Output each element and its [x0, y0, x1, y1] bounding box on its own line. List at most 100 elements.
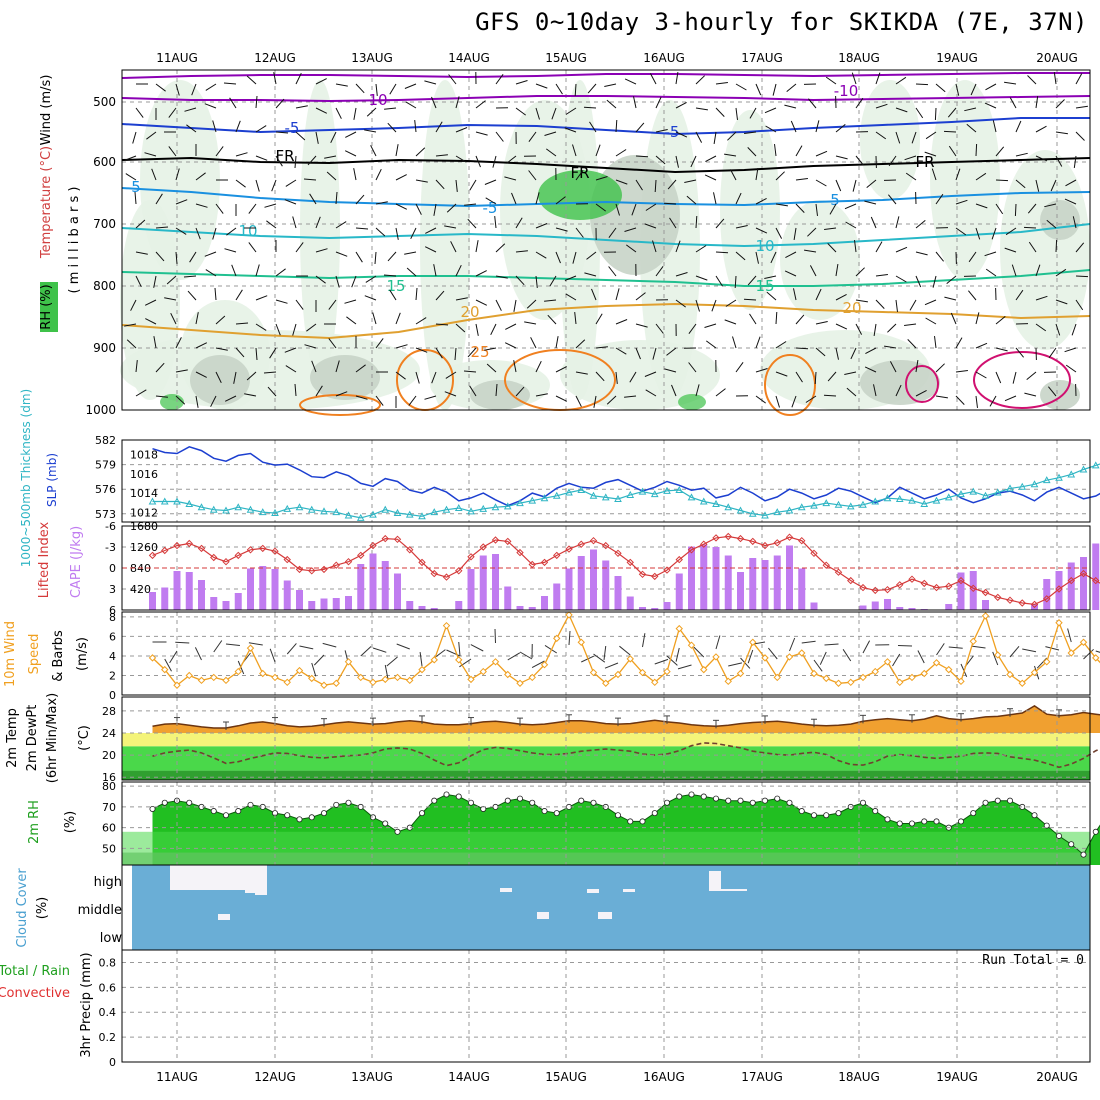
wind-point-66	[957, 677, 965, 686]
wind-barb-5	[134, 191, 137, 205]
wind-barb-397	[686, 195, 697, 205]
wind-barb-503	[823, 394, 837, 397]
rh-point-42	[664, 799, 671, 806]
wind-barb-666	[1075, 275, 1089, 278]
rh-point-41	[651, 810, 658, 817]
wind10-barb-29	[507, 652, 521, 661]
wind-barb-312	[575, 170, 584, 181]
wind-barb-477	[808, 98, 817, 109]
wind-barb-119	[295, 242, 304, 253]
li-point-62	[908, 575, 916, 583]
wind-barb-37	[164, 297, 177, 301]
li-point-25	[455, 567, 463, 575]
wind-barb-182	[389, 83, 397, 95]
wind-barb-612	[995, 316, 1006, 325]
wind-barb-282	[528, 131, 537, 142]
wind-point-16	[344, 658, 353, 666]
thickness-point-39	[626, 490, 635, 498]
wind-point-54	[810, 669, 818, 678]
wind-barb-306	[555, 366, 567, 373]
wind-barb-148	[335, 275, 340, 288]
wind-barb-572	[935, 363, 945, 373]
li-point-10	[271, 547, 279, 555]
thickness-point-14	[320, 507, 328, 515]
wind-barb-499	[835, 293, 847, 301]
wind-barb-190	[383, 274, 397, 277]
wind-barb-340	[615, 179, 628, 185]
wind-barb-92	[255, 264, 260, 277]
wind-point-10	[271, 673, 279, 682]
wind-barb-578	[955, 168, 961, 181]
wind-ytick-1: 6	[109, 630, 116, 643]
wind-barb-437	[747, 147, 757, 157]
wind-barb-35	[175, 251, 178, 265]
label-2m-rh: 2m RH	[27, 800, 42, 844]
wind-barb-84	[246, 75, 257, 85]
wind-barb-655	[1048, 347, 1057, 359]
thickness-point-0	[148, 497, 157, 505]
wind10-barb-32	[531, 660, 545, 669]
wind-barb-546	[915, 83, 929, 86]
wind10-barb-43	[675, 647, 680, 662]
li-point-9	[259, 544, 267, 553]
wind-barb-20	[155, 226, 169, 229]
wind-barb-406	[715, 82, 728, 85]
thickness-point-55	[822, 499, 831, 507]
wind-barb-604	[992, 120, 997, 133]
label-temperature: Temperature (°C)	[39, 146, 54, 259]
wind-barb-570	[925, 317, 937, 325]
wind-barb-49	[189, 251, 197, 263]
wind-barb-284	[528, 170, 537, 181]
wind-barb-463	[784, 104, 797, 109]
li-point-18	[369, 541, 377, 550]
wind-point-8	[246, 644, 255, 652]
wind10-barb-3	[175, 641, 190, 644]
cape-bar-52	[786, 545, 793, 610]
wind-barb-393	[695, 107, 708, 111]
rh-point-32	[541, 808, 548, 815]
rh-point-64	[933, 818, 940, 825]
wind-point-53	[798, 649, 806, 657]
wind10-barb-40	[642, 633, 646, 648]
wind-barb-156	[345, 131, 357, 138]
wind-barb-170	[364, 129, 377, 133]
wind-barb-583	[944, 296, 957, 301]
wind-barb-493	[835, 155, 848, 160]
thickness-point-65	[944, 493, 953, 501]
wind-barb-539	[895, 246, 908, 253]
wind-barb-460	[775, 371, 788, 377]
wind-barb-77	[224, 248, 237, 253]
wind-barb-562	[925, 131, 937, 140]
rh-point-39	[627, 818, 634, 825]
li-point-7	[234, 551, 242, 560]
wind-barb-413	[715, 251, 729, 254]
wind-barb-517	[846, 387, 857, 397]
bottom-date-label-2: 13AUG	[351, 1070, 393, 1084]
wind-point-5	[210, 673, 218, 682]
wind-speed-line	[152, 613, 1100, 687]
cape-bar-6	[222, 601, 230, 610]
wind-barb-335	[593, 395, 597, 408]
contour-label-3: -5	[665, 123, 680, 141]
wind-barb-629	[1004, 395, 1017, 402]
wind-barb-420	[735, 83, 747, 91]
wind-barb-667	[1075, 299, 1084, 311]
li-point-47	[724, 532, 732, 541]
thickness-point-15	[332, 508, 341, 516]
wind-barb-116	[285, 179, 297, 187]
wind-barb-459	[775, 341, 787, 349]
wind10-barb-64	[936, 643, 945, 656]
wind-barb-56	[205, 83, 217, 91]
wind-barb-254	[495, 131, 504, 142]
cape-bar-51	[773, 555, 781, 610]
wind-barb-320	[575, 371, 588, 375]
wind-barb-363	[624, 395, 637, 398]
wind-barb-347	[615, 347, 627, 355]
li-point-40	[638, 570, 647, 579]
thickness-point-7	[234, 503, 243, 511]
li-point-67	[969, 584, 977, 593]
wind-barb-582	[946, 275, 957, 284]
rh-point-26	[467, 799, 474, 806]
thickness-point-45	[699, 497, 708, 505]
